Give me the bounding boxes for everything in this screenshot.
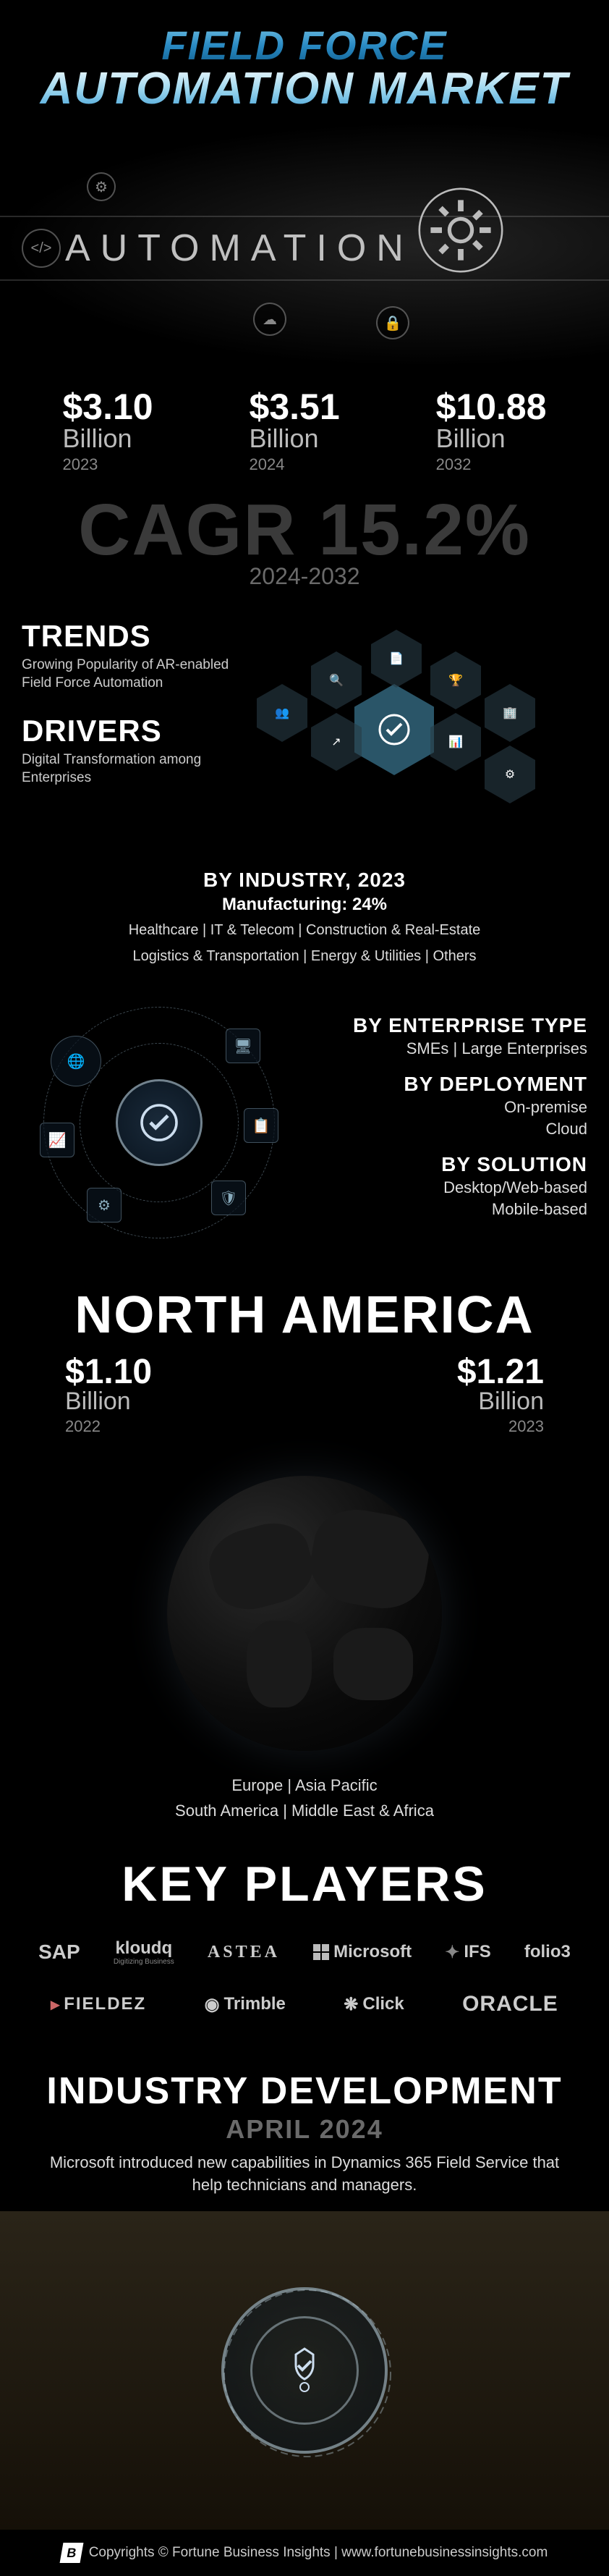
logo-folio3: folio3 (516, 1936, 579, 1968)
na-value: $1.21 (457, 1352, 544, 1392)
enterprise-items: SMEs | Large Enterprises (311, 1039, 587, 1060)
solution-item-1: Desktop/Web-based (311, 1178, 587, 1199)
trends-heading: TRENDS (22, 619, 239, 654)
north-america-section: NORTH AMERICA $1.10 Billion 2022 $1.21 B… (0, 1267, 609, 1461)
team-hex-icon: 👥 (257, 684, 307, 742)
title-section: FIELD FORCE AUTOMATION MARKET (0, 0, 609, 122)
globe-icon: 🌐 (51, 1036, 101, 1086)
logo-astea: ASTEA (199, 1937, 289, 1968)
footer-text: Copyrights © Fortune Business Insights |… (89, 2545, 548, 2561)
ind-dev-title: INDUSTRY DEVELOPMENT (22, 2069, 587, 2113)
stat-unit: Billion (250, 423, 340, 454)
stat-unit: Billion (62, 423, 153, 454)
stats-row: $3.10 Billion 2023 $3.51 Billion 2024 $1… (0, 368, 609, 481)
deployment-title: BY DEPLOYMENT (311, 1073, 587, 1096)
gear-small-icon: ⚙ (87, 172, 116, 201)
hero-automation-label: AUTOMATION (65, 227, 414, 270)
stat-unit: Billion (436, 423, 547, 454)
footer: B Copyrights © Fortune Business Insights… (0, 2530, 609, 2576)
gear-large-icon (414, 183, 508, 277)
share-hex-icon: ↗ (311, 713, 362, 771)
stat-year: 2024 (250, 455, 340, 474)
trophy-hex-icon: 🏆 (430, 651, 481, 709)
gears-icon: ⚙ (87, 1188, 122, 1222)
title-line-1: FIELD FORCE (7, 22, 602, 69)
solution-item-2: Mobile-based (311, 1199, 587, 1220)
cagr-section: CAGR 15.2% 2024-2032 (0, 481, 609, 604)
by-industry-section: BY INDUSTRY, 2023 Manufacturing: 24% Hea… (0, 858, 609, 985)
industry-list-2: Logistics & Transportation | Energy & Ut… (22, 945, 587, 967)
stat-2032: $10.88 Billion 2032 (436, 386, 547, 474)
stat-2024: $3.51 Billion 2024 (250, 386, 340, 474)
key-players-title: KEY PLAYERS (14, 1856, 595, 1912)
ind-dev-date: APRIL 2024 (22, 2114, 587, 2145)
globe-graphic (0, 1461, 609, 1765)
orbit-graphic: 🌐 🖥 📈 ⚙ 🛡 📋 (22, 1000, 297, 1246)
deployment-item-2: Cloud (311, 1119, 587, 1140)
monitor-icon: 🖥 (226, 1029, 260, 1063)
stat-year: 2032 (436, 455, 547, 474)
regions-line-1: Europe | Asia Pacific (22, 1773, 587, 1798)
stat-value: $10.88 (436, 386, 547, 428)
drivers-desc: Digital Transformation among Enterprises (22, 751, 239, 787)
industry-list-1: Healthcare | IT & Telecom | Construction… (22, 919, 587, 941)
stat-year: 2023 (62, 455, 153, 474)
trends-desc: Growing Popularity of AR-enabled Field F… (22, 656, 239, 692)
na-year: 2022 (65, 1417, 152, 1436)
industry-development-section: INDUSTRY DEVELOPMENT APRIL 2024 Microsof… (0, 2051, 609, 2211)
shield-icon: 🛡 (211, 1181, 246, 1215)
logo-sap: SAP (30, 1935, 89, 1969)
regions-list: Europe | Asia Pacific South America | Mi… (0, 1765, 609, 1841)
code-icon: </> (22, 229, 61, 268)
file-icon: 📋 (244, 1108, 278, 1143)
stat-value: $3.51 (250, 386, 340, 428)
key-players-section: KEY PLAYERS SAP kloudqDigitizing Busines… (0, 1841, 609, 2051)
doc-hex-icon: 📄 (371, 630, 422, 688)
na-year: 2023 (457, 1417, 544, 1436)
logo-trimble: ◉Trimble (196, 1988, 294, 2021)
logo-click: ❋Click (335, 1988, 412, 2021)
solution-title: BY SOLUTION (311, 1153, 587, 1176)
na-stat-2022: $1.10 Billion 2022 (65, 1352, 152, 1436)
stat-value: $3.10 (62, 386, 153, 428)
na-value: $1.10 (65, 1352, 152, 1392)
logo-fieldez: ▸FIELDEZ (42, 1988, 155, 2021)
gear-hex-icon: ⚙ (485, 746, 535, 803)
fbi-logo-icon: B (59, 2543, 83, 2563)
segments-section: 🌐 🖥 📈 ⚙ 🛡 📋 BY ENTERPRISE TYPE SMEs | La… (0, 985, 609, 1267)
na-title: NORTH AMERICA (22, 1285, 587, 1345)
ind-dev-desc: Microsoft introduced new capabilities in… (22, 2152, 587, 2197)
logo-kloudq: kloudqDigitizing Business (105, 1933, 183, 1972)
by-industry-title: BY INDUSTRY, 2023 (22, 869, 587, 892)
hero-image: </> ⚙ AUTOMATION ☁ 🔒 (0, 122, 609, 368)
building-hex-icon: 🏢 (485, 684, 535, 742)
lock-icon: 🔒 (376, 306, 409, 339)
stat-2023: $3.10 Billion 2023 (62, 386, 153, 474)
kp-row-2: ▸FIELDEZ ◉Trimble ❋Click ORACLE (14, 1979, 595, 2030)
chart-icon: 📈 (40, 1123, 74, 1157)
logo-ifs: ✦IFS (436, 1936, 499, 1969)
drivers-heading: DRIVERS (22, 714, 239, 748)
logo-microsoft: Microsoft (304, 1936, 420, 1968)
title-line-2: AUTOMATION MARKET (7, 63, 602, 114)
hex-graphic: 🔍 🏆 🏢 ⚙ 📊 ↗ 👥 📄 (253, 619, 587, 836)
cloud-icon: ☁ (253, 303, 286, 336)
enterprise-title: BY ENTERPRISE TYPE (311, 1014, 587, 1037)
logo-oracle: ORACLE (453, 1986, 567, 2022)
kp-row-1: SAP kloudqDigitizing Business ASTEA Micr… (14, 1925, 595, 1979)
regions-line-2: South America | Middle East & Africa (22, 1798, 587, 1823)
cagr-value: CAGR 15.2% (0, 489, 609, 572)
bottom-graphic (0, 2211, 609, 2530)
search-hex-icon: 🔍 (311, 651, 362, 709)
na-stat-2023: $1.21 Billion 2023 (457, 1352, 544, 1436)
chart-hex-icon: 📊 (430, 713, 481, 771)
by-industry-highlight: Manufacturing: 24% (22, 895, 587, 915)
deployment-item-1: On-premise (311, 1097, 587, 1118)
trends-drivers-section: TRENDS Growing Popularity of AR-enabled … (0, 604, 609, 858)
